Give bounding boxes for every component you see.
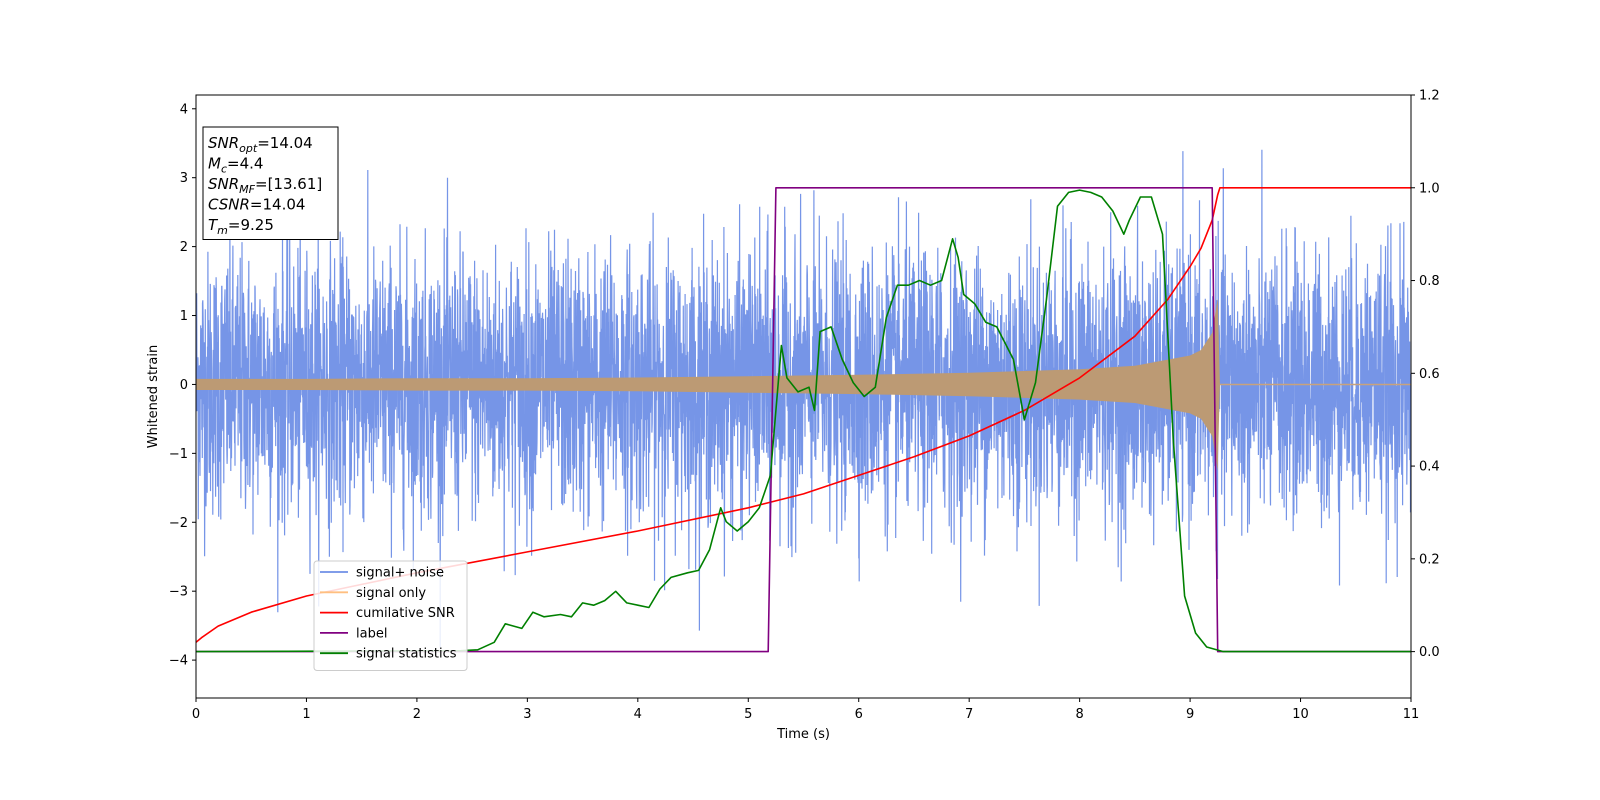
y2-tick-label: 1.0: [1419, 181, 1440, 196]
annotation-line: CSNR=14.04: [208, 196, 305, 214]
series-cumilative-snr-line: [196, 187, 1411, 643]
series-signal-noise-line: [196, 149, 1411, 648]
x-tick-label: 0: [192, 707, 200, 722]
y-tick-label: 3: [180, 171, 188, 186]
y-tick-label: 2: [180, 240, 188, 255]
y2-tick-label: 0.4: [1419, 460, 1440, 475]
legend-label: signal only: [356, 586, 426, 601]
x-tick-label: 6: [855, 707, 863, 722]
x-tick-label: 11: [1403, 707, 1420, 722]
x-tick-label: 9: [1186, 707, 1194, 722]
legend-box: [313, 560, 468, 671]
annotation-line: SNRopt=14.04: [208, 134, 313, 155]
legend-label: label: [356, 626, 387, 641]
y2-tick-label: 0.2: [1419, 552, 1440, 567]
y-tick-label: 0: [180, 378, 188, 393]
y-axis-label: Whitened strain: [146, 345, 161, 448]
x-tick-label: 10: [1292, 707, 1309, 722]
y-tick-label: −1: [169, 447, 188, 462]
annotation-line: Mc=4.4: [208, 155, 263, 176]
y2-tick-label: 0.0: [1419, 645, 1440, 660]
annotation-line: Tm=9.25: [208, 216, 274, 237]
y-tick-label: −3: [169, 585, 188, 600]
y2-tick-label: 0.6: [1419, 367, 1440, 382]
series-signal-statistics-line: [196, 189, 1411, 653]
x-tick-label: 8: [1075, 707, 1083, 722]
y-tick-label: −4: [169, 654, 188, 669]
legend-label: signal+ noise: [356, 566, 444, 581]
y-tick-label: 1: [180, 309, 188, 324]
x-tick-label: 4: [634, 707, 642, 722]
x-axis-label: Time (s): [776, 727, 830, 742]
plot-frame: [195, 94, 1412, 699]
x-tick-label: 2: [413, 707, 421, 722]
y2-tick-label: 1.2: [1419, 89, 1440, 104]
x-tick-label: 5: [744, 707, 752, 722]
annotation-box: [202, 126, 339, 240]
series-signal-only-area: [196, 298, 1411, 471]
y2-tick-label: 0.8: [1419, 274, 1440, 289]
y-tick-label: −2: [169, 516, 188, 531]
legend-label: cumilative SNR: [356, 606, 455, 621]
annotation-line: SNRMF=[13.61]: [208, 175, 322, 196]
y-tick-label: 4: [180, 102, 188, 117]
x-tick-label: 1: [302, 707, 310, 722]
x-tick-label: 3: [523, 707, 531, 722]
legend-label: signal statistics: [356, 647, 457, 662]
x-tick-label: 7: [965, 707, 973, 722]
